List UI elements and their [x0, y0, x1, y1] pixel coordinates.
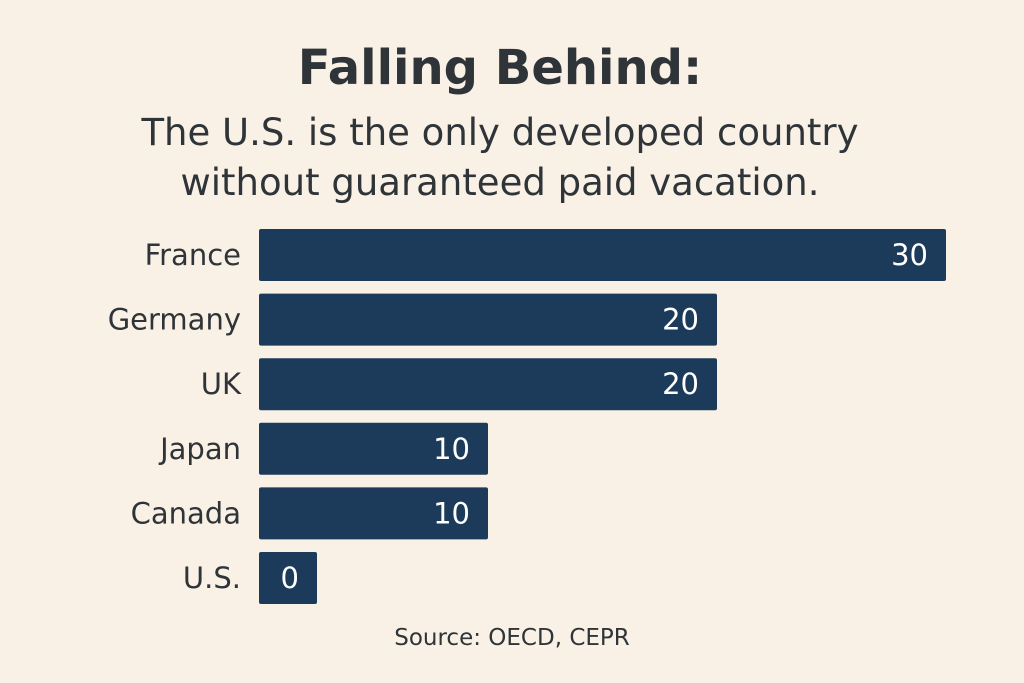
chart-subtitle: The U.S. is the only developed country w…	[0, 108, 1000, 208]
value-label-u-s: 0	[281, 561, 299, 595]
subtitle-line-2: without guaranteed paid vacation.	[180, 161, 820, 204]
category-label-u-s: U.S.	[183, 561, 241, 595]
source-note: Source: OECD, CEPR	[394, 625, 630, 651]
bar-canada	[259, 487, 488, 540]
bar-germany	[259, 293, 717, 346]
bar-japan	[259, 422, 488, 475]
value-label-uk: 20	[662, 367, 699, 401]
category-label-uk: UK	[201, 367, 242, 401]
bar-u-s	[259, 552, 317, 604]
category-label-germany: Germany	[108, 303, 241, 337]
bar-uk	[259, 358, 717, 411]
category-label-canada: Canada	[131, 496, 241, 530]
chart-title: Falling Behind:	[297, 40, 703, 96]
value-label-canada: 10	[433, 496, 470, 530]
subtitle-line-1: The U.S. is the only developed country	[141, 111, 859, 154]
bar-france	[259, 229, 946, 281]
value-label-france: 30	[891, 238, 928, 272]
bar-chart: France 30 Germany 20 UK 20 Japan 10 Canada 10 U.S.…	[108, 229, 946, 604]
value-label-germany: 20	[662, 303, 699, 337]
category-label-france: France	[145, 238, 241, 272]
value-label-japan: 10	[433, 432, 470, 466]
category-label-japan: Japan	[158, 432, 241, 466]
